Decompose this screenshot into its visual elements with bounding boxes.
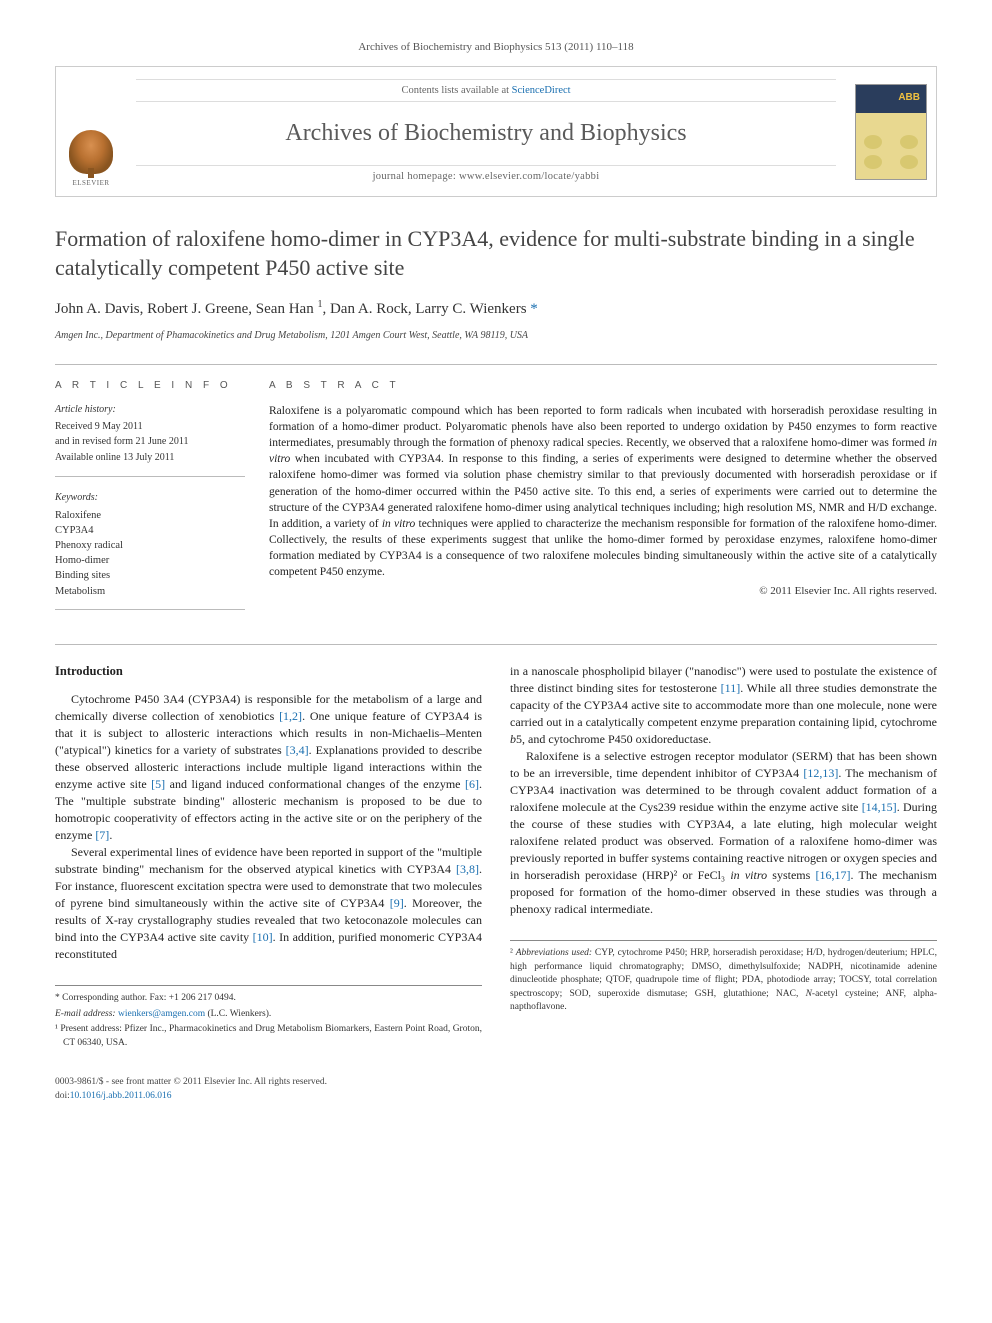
cover-art-icon — [864, 155, 882, 169]
citation-link[interactable]: [9] — [390, 896, 404, 910]
affiliation: Amgen Inc., Department of Phamacokinetic… — [55, 329, 937, 344]
body-paragraph: Several experimental lines of evidence h… — [55, 844, 482, 963]
keyword: Homo-dimer — [55, 553, 245, 568]
revised-date: and in revised form 21 June 2011 — [55, 435, 245, 450]
article-info-heading: A R T I C L E I N F O — [55, 379, 245, 394]
citation-link[interactable]: [16,17] — [816, 868, 851, 882]
abbreviations-footnote: ² Abbreviations used: CYP, cytochrome P4… — [510, 947, 937, 1014]
sciencedirect-link[interactable]: ScienceDirect — [512, 85, 571, 96]
homepage-prefix: journal homepage: — [373, 171, 459, 182]
keyword: Phenoxy radical — [55, 538, 245, 553]
doi-label: doi: — [55, 1091, 70, 1101]
received-date: Received 9 May 2011 — [55, 420, 245, 435]
body-two-column: Introduction Cytochrome P450 3A4 (CYP3A4… — [55, 644, 937, 1052]
available-date: Available online 13 July 2011 — [55, 451, 245, 466]
doi-line: doi:10.1016/j.abb.2011.06.016 — [55, 1090, 937, 1104]
footnotes-left: * Corresponding author. Fax: +1 206 217 … — [55, 985, 482, 1050]
journal-homepage-line: journal homepage: www.elsevier.com/locat… — [136, 165, 836, 184]
keyword: Raloxifene — [55, 508, 245, 523]
keyword: CYP3A4 — [55, 523, 245, 538]
section-heading-introduction: Introduction — [55, 663, 482, 681]
doi-link[interactable]: 10.1016/j.abb.2011.06.016 — [70, 1091, 172, 1101]
present-address-footnote: ¹ Present address: Pfizer Inc., Pharmaco… — [55, 1023, 482, 1050]
cover-badge: ABB — [898, 91, 920, 106]
journal-name: Archives of Biochemistry and Biophysics — [285, 116, 686, 151]
corresponding-author-footnote: * Corresponding author. Fax: +1 206 217 … — [55, 992, 482, 1005]
body-paragraph: Cytochrome P450 3A4 (CYP3A4) is responsi… — [55, 691, 482, 844]
body-paragraph: in a nanoscale phospholipid bilayer ("na… — [510, 663, 937, 748]
citation-link[interactable]: [6] — [465, 777, 479, 791]
cover-cell: ABB — [846, 67, 936, 196]
bottom-meta: 0003-9861/$ - see front matter © 2011 El… — [55, 1076, 937, 1104]
abstract-heading: A B S T R A C T — [269, 379, 937, 394]
article-title: Formation of raloxifene homo-dimer in CY… — [55, 225, 937, 282]
citation-link[interactable]: [3,8] — [456, 862, 479, 876]
copyright-line: © 2011 Elsevier Inc. All rights reserved… — [269, 584, 937, 600]
info-abstract-row: A R T I C L E I N F O Article history: R… — [55, 364, 937, 624]
elsevier-tree-icon — [69, 130, 113, 174]
citation-link[interactable]: [1,2] — [279, 709, 302, 723]
author-list: John A. Davis, Robert J. Greene, Sean Ha… — [55, 298, 937, 321]
citation-link[interactable]: [3,4] — [286, 743, 309, 757]
issn-copyright: 0003-9861/$ - see front matter © 2011 El… — [55, 1076, 937, 1090]
body-paragraph: Raloxifene is a selective estrogen recep… — [510, 748, 937, 918]
elsevier-logo: ELSEVIER — [63, 128, 119, 188]
journal-cover-thumbnail: ABB — [855, 84, 927, 180]
contents-prefix: Contents lists available at — [401, 85, 511, 96]
citation-link[interactable]: [12,13] — [803, 766, 838, 780]
citation-link[interactable]: [7] — [95, 828, 109, 842]
body-column-left: Introduction Cytochrome P450 3A4 (CYP3A4… — [55, 663, 482, 1052]
cover-art-icon — [864, 135, 882, 149]
article-history-block: Article history: Received 9 May 2011 and… — [55, 403, 245, 477]
contents-available-line: Contents lists available at ScienceDirec… — [136, 79, 836, 102]
keyword: Metabolism — [55, 584, 245, 599]
citation-link[interactable]: [10] — [253, 930, 273, 944]
footnotes-right: ² Abbreviations used: CYP, cytochrome P4… — [510, 940, 937, 1014]
masthead: ELSEVIER Contents lists available at Sci… — [55, 66, 937, 197]
homepage-url: www.elsevier.com/locate/yabbi — [459, 171, 599, 182]
masthead-center: Contents lists available at ScienceDirec… — [126, 67, 846, 196]
citation-link[interactable]: [11] — [721, 681, 741, 695]
journal-reference: Archives of Biochemistry and Biophysics … — [55, 40, 937, 56]
author-email-link[interactable]: wienkers@amgen.com — [118, 1009, 205, 1019]
cover-art-icon — [900, 135, 918, 149]
history-label: Article history: — [55, 403, 245, 418]
publisher-logo-cell: ELSEVIER — [56, 67, 126, 196]
abstract-text: Raloxifene is a polyaromatic compound wh… — [269, 403, 937, 580]
cover-art-icon — [900, 155, 918, 169]
email-suffix: (L.C. Wienkers). — [205, 1009, 271, 1019]
keywords-label: Keywords: — [55, 491, 245, 506]
email-label: E-mail address: — [55, 1009, 118, 1019]
email-footnote: E-mail address: wienkers@amgen.com (L.C.… — [55, 1008, 482, 1021]
citation-link[interactable]: [5] — [151, 777, 165, 791]
body-column-right: in a nanoscale phospholipid bilayer ("na… — [510, 663, 937, 1052]
keyword: Binding sites — [55, 568, 245, 583]
abstract-column: A B S T R A C T Raloxifene is a polyarom… — [269, 379, 937, 624]
keywords-block: Keywords: Raloxifene CYP3A4 Phenoxy radi… — [55, 491, 245, 610]
article-info-column: A R T I C L E I N F O Article history: R… — [55, 379, 245, 624]
publisher-name: ELSEVIER — [72, 178, 109, 188]
citation-link[interactable]: [14,15] — [862, 800, 897, 814]
